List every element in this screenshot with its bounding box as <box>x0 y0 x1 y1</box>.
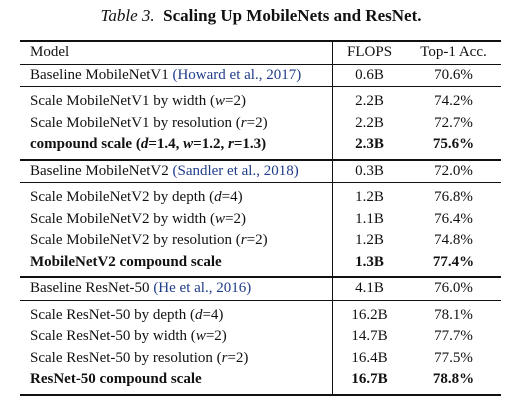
citation-link[interactable]: (Sandler et al., 2018) <box>172 162 299 179</box>
table-caption: Table 3. Scaling Up MobileNets and ResNe… <box>0 6 522 26</box>
table-title: Scaling Up MobileNets and ResNet. <box>163 6 422 25</box>
flops-cell: 2.2B <box>332 112 407 134</box>
flops-cell: 0.3B <box>332 158 407 183</box>
flops-cell: 1.1B <box>332 208 407 230</box>
table-row: Scale MobileNetV1 by width (w=2) 2.2B 74… <box>20 86 501 113</box>
acc-cell: 74.8% <box>434 232 473 249</box>
model-name: Baseline MobileNetV2 <box>30 162 169 179</box>
acc-cell: 78.1% <box>406 299 501 326</box>
results-table: Model FLOPS Top-1 Acc. Baseline MobileNe… <box>20 40 501 396</box>
flops-cell: 4.1B <box>332 276 407 300</box>
model-name: compound scale (d=1.4, w=1.2, r=1.3) <box>30 136 267 153</box>
table-row: Scale ResNet-50 by depth (d=4) 16.2B 78.… <box>20 299 501 326</box>
acc-cell: 72.7% <box>434 114 473 131</box>
header-flops: FLOPS <box>332 40 407 64</box>
table-row: Scale ResNet-50 by width (w=2) 14.7B 77.… <box>20 326 501 348</box>
table-row: Scale MobileNetV2 by depth (d=4) 1.2B 76… <box>20 182 501 209</box>
compound-row: MobileNetV2 compound scale 1.3B 77.4% <box>20 251 501 277</box>
flops-cell: 16.4B <box>332 347 407 369</box>
table-row: Scale MobileNetV2 by resolution (r=2) 1.… <box>20 230 501 252</box>
model-name: ResNet-50 compound scale <box>20 369 333 396</box>
flops-cell: 2.3B <box>332 134 407 160</box>
model-name: Scale ResNet-50 by resolution (r=2) <box>30 349 249 366</box>
model-name: Scale ResNet-50 by width (w=2) <box>30 328 227 345</box>
acc-cell: 77.4% <box>432 253 475 270</box>
model-name: Baseline ResNet-50 <box>30 280 150 297</box>
flops-cell: 0.6B <box>332 63 407 87</box>
model-name: MobileNetV2 compound scale <box>30 253 222 270</box>
flops-cell: 1.2B <box>332 182 407 209</box>
header-acc: Top-1 Acc. <box>406 40 501 64</box>
flops-cell: 14.7B <box>332 326 407 348</box>
table-row: Scale MobileNetV1 by resolution (r=2) 2.… <box>20 112 501 134</box>
baseline-row: Baseline ResNet-50 (He et al., 2016) 4.1… <box>20 276 501 300</box>
table-row: Scale ResNet-50 by resolution (r=2) 16.4… <box>20 347 501 369</box>
citation-link[interactable]: (Howard et al., 2017) <box>172 66 302 83</box>
model-name: Scale MobileNetV2 by width (w=2) <box>30 210 246 227</box>
baseline-row: Baseline MobileNetV2 (Sandler et al., 20… <box>20 158 501 183</box>
model-name: Scale MobileNetV1 by width (w=2) <box>20 86 333 113</box>
acc-cell: 77.5% <box>434 349 473 366</box>
flops-cell: 1.3B <box>332 251 407 277</box>
acc-cell: 78.8% <box>406 369 501 396</box>
baseline-row: Baseline MobileNetV1 (Howard et al., 201… <box>20 63 501 87</box>
acc-cell: 72.0% <box>406 158 501 183</box>
model-name: Scale ResNet-50 by depth (d=4) <box>20 299 333 326</box>
table-row: Scale MobileNetV2 by width (w=2) 1.1B 76… <box>20 208 501 230</box>
compound-row: compound scale (d=1.4, w=1.2, r=1.3) 2.3… <box>20 134 501 160</box>
model-name: Baseline MobileNetV1 <box>30 66 169 83</box>
acc-cell: 77.7% <box>434 328 473 345</box>
model-name: Scale MobileNetV1 by resolution (r=2) <box>30 114 268 131</box>
model-name: Scale MobileNetV2 by resolution (r=2) <box>30 232 268 249</box>
acc-cell: 74.2% <box>406 86 501 113</box>
compound-row: ResNet-50 compound scale 16.7B 78.8% <box>20 369 501 396</box>
acc-cell: 70.6% <box>406 63 501 87</box>
acc-cell: 76.8% <box>406 182 501 209</box>
acc-cell: 76.4% <box>434 210 473 227</box>
header-row: Model FLOPS Top-1 Acc. <box>20 40 501 64</box>
acc-cell: 75.6% <box>432 136 475 153</box>
header-model: Model <box>20 40 333 64</box>
flops-cell: 2.2B <box>332 86 407 113</box>
table-number: Table 3. <box>100 6 155 25</box>
flops-cell: 16.7B <box>332 369 407 396</box>
acc-cell: 76.0% <box>406 276 501 300</box>
flops-cell: 1.2B <box>332 230 407 252</box>
citation-link[interactable]: (He et al., 2016) <box>153 280 252 297</box>
flops-cell: 16.2B <box>332 299 407 326</box>
model-name: Scale MobileNetV2 by depth (d=4) <box>20 182 333 209</box>
